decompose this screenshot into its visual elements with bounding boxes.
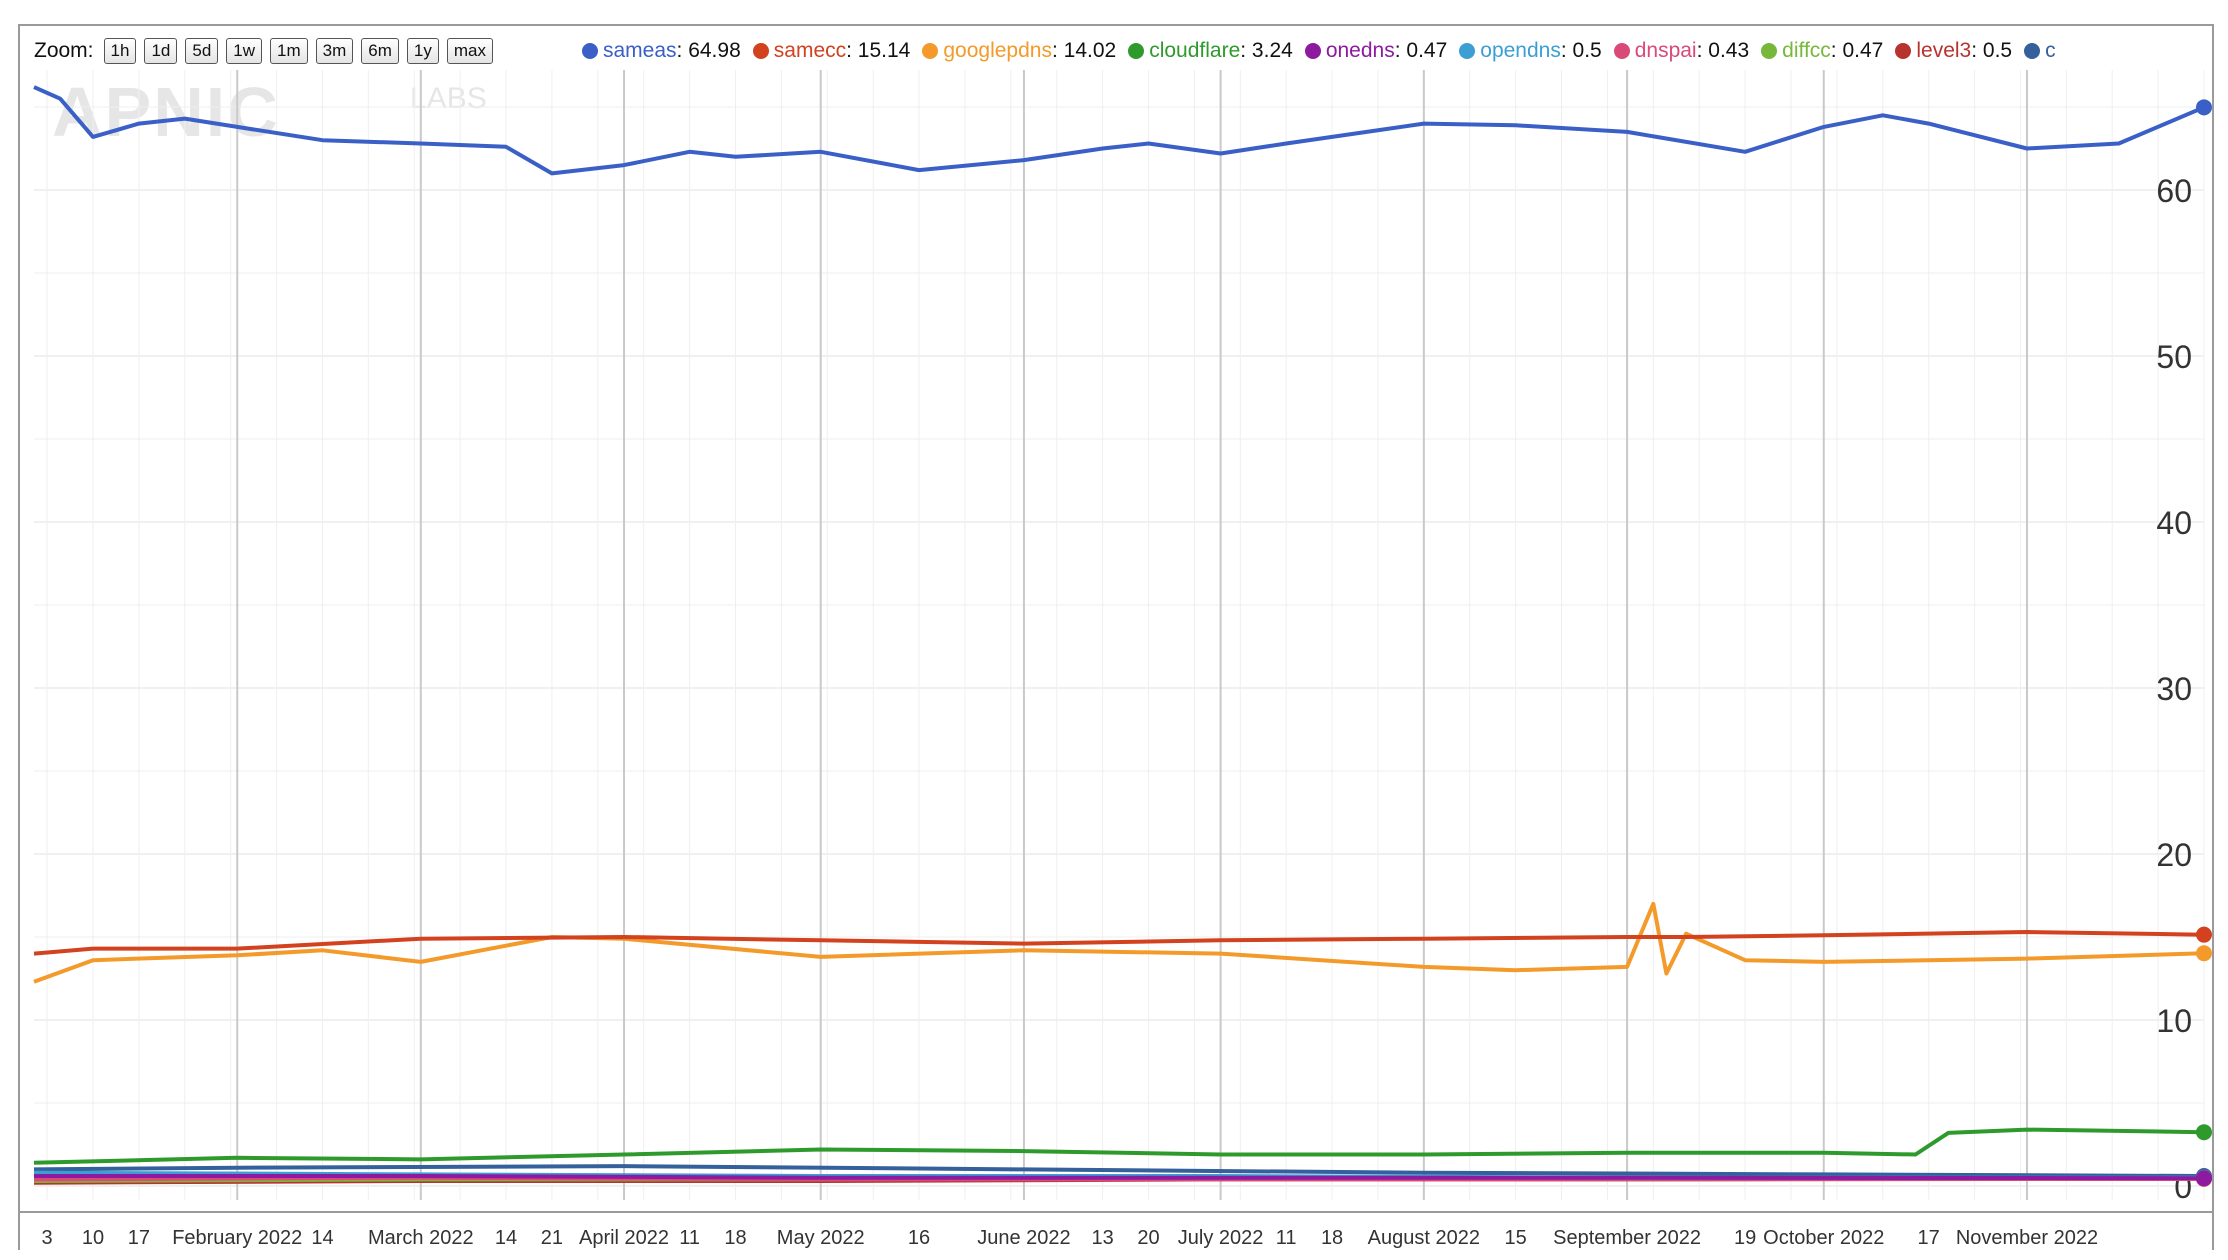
legend-series-value: : 15.14 — [846, 39, 911, 62]
x-tick-label: 17 — [128, 1227, 150, 1249]
x-tick-label: 18 — [1321, 1227, 1343, 1249]
legend-dot-icon — [922, 43, 939, 59]
x-tick-label: April 2022 — [579, 1227, 669, 1249]
legend-dot-icon — [2024, 43, 2041, 59]
legend-series-name: cloudflare — [1149, 39, 1241, 62]
legend-series-name: sameas — [603, 39, 677, 62]
y-tick-label: 40 — [2156, 505, 2192, 541]
zoom-1m-button[interactable]: 1m — [270, 38, 308, 64]
x-tick-label: September 2022 — [1553, 1227, 1701, 1249]
x-tick-label: 3 — [42, 1227, 53, 1249]
x-tick-label: 13 — [1091, 1227, 1113, 1249]
zoom-6m-button[interactable]: 6m — [361, 38, 399, 64]
x-tick-label: 21 — [541, 1227, 563, 1249]
x-tick-label: 15 — [1505, 1227, 1527, 1249]
zoom-toolbar: Zoom: 1h 1d 5d 1w 1m 3m 6m 1y max — [34, 33, 501, 69]
legend-series-name: onedns — [1325, 39, 1395, 62]
series-endpoint-googlepdns — [2196, 945, 2212, 962]
series-endpoint-cloudflare — [2196, 1124, 2212, 1141]
x-tick-label: 19 — [1734, 1227, 1756, 1249]
x-tick-label: 11 — [1276, 1227, 1297, 1249]
series-line-cloudflare — [33, 1127, 2205, 1165]
legend-item-sameas[interactable]: sameas : 64.98 — [582, 39, 741, 63]
legend-item-samecc[interactable]: samecc : 15.14 — [752, 39, 911, 63]
y-tick-label: 60 — [2156, 173, 2192, 209]
zoom-1d-button[interactable]: 1d — [144, 38, 178, 64]
zoom-max-button[interactable]: max — [446, 38, 493, 64]
legend-item-level3[interactable]: level3 : 0.5 — [1895, 39, 2012, 63]
legend-item-dnspai[interactable]: dnspai : 0.43 — [1613, 39, 1750, 63]
x-tick-label: July 2022 — [1178, 1227, 1264, 1249]
series-endpoint-sameas — [2196, 99, 2212, 116]
legend-series-value: : 14.02 — [1051, 39, 1117, 62]
legend-dot-icon — [1128, 43, 1145, 59]
legend-item-onedns[interactable]: onedns : 0.47 — [1304, 39, 1448, 63]
chart-frame — [18, 24, 2214, 1250]
legend-dot-icon — [752, 43, 769, 59]
legend-series-value: : 64.98 — [676, 39, 741, 62]
series-line-googlepdns — [33, 901, 2205, 984]
series-endpoint-onedns — [2196, 1170, 2212, 1187]
y-tick-label: 30 — [2156, 671, 2192, 707]
x-tick-label: June 2022 — [977, 1227, 1070, 1249]
legend-dot-icon — [1761, 43, 1778, 59]
series-line-c — [33, 1164, 2205, 1178]
x-tick-label: 11 — [679, 1227, 700, 1249]
legend-series-name: googlepdns — [943, 39, 1052, 62]
zoom-1h-button[interactable]: 1h — [103, 38, 137, 64]
x-tick-label: November 2022 — [1956, 1227, 2098, 1249]
legend-item-opendns[interactable]: opendns : 0.5 — [1459, 39, 1602, 63]
legend-series-name: c — [2045, 39, 2056, 62]
zoom-1w-button[interactable]: 1w — [226, 38, 263, 64]
x-tick-label: May 2022 — [777, 1227, 865, 1249]
series-line-onedns — [34, 1174, 2205, 1181]
x-tick-label: 14 — [311, 1227, 333, 1249]
zoom-3m-button[interactable]: 3m — [315, 38, 354, 64]
legend-dot-icon — [1613, 43, 1630, 59]
x-tick-label: 20 — [1137, 1227, 1159, 1249]
legend-item-diffcc[interactable]: diffcc : 0.47 — [1761, 39, 1883, 63]
x-tick-label: 18 — [724, 1227, 746, 1249]
x-tick-label: October 2022 — [1763, 1227, 1884, 1249]
legend-series-value: : 0.47 — [1394, 39, 1448, 62]
x-tick-label: 10 — [82, 1227, 104, 1249]
legend-dot-icon — [1304, 43, 1321, 59]
legend-series-name: opendns — [1480, 39, 1561, 62]
x-tick-label: 14 — [495, 1227, 517, 1249]
y-tick-label: 50 — [2156, 339, 2192, 375]
legend-series-value: : 0.47 — [1830, 39, 1884, 62]
apnic-watermark: APNIC — [52, 73, 280, 151]
legend-item-googlepdns[interactable]: googlepdns : 14.02 — [922, 39, 1116, 63]
x-tick-label: 17 — [1918, 1227, 1940, 1249]
zoom-1y-button[interactable]: 1y — [406, 38, 439, 64]
zoom-5d-button[interactable]: 5d — [185, 38, 219, 64]
x-tick-label: February 2022 — [172, 1227, 302, 1249]
legend-item-c[interactable]: c — [2024, 39, 2056, 63]
legend-series-value: : 3.24 — [1240, 39, 1293, 62]
labs-watermark: LABS — [410, 82, 487, 115]
x-tick-label: 16 — [908, 1227, 930, 1249]
legend-series-name: diffcc — [1782, 39, 1831, 62]
legend-series-value: : 0.5 — [1560, 39, 1602, 62]
series-line-samecc — [33, 930, 2205, 956]
zoom-label: Zoom: — [34, 39, 94, 62]
y-tick-label: 10 — [2156, 1003, 2192, 1039]
legend-series-name: dnspai — [1634, 39, 1697, 62]
legend-series-value: : 0.43 — [1696, 39, 1750, 62]
x-tick-label: August 2022 — [1368, 1227, 1480, 1249]
legend-item-cloudflare[interactable]: cloudflare : 3.24 — [1128, 39, 1293, 63]
y-tick-label: 20 — [2156, 837, 2192, 873]
legend-series-name: samecc — [773, 39, 847, 62]
x-tick-label: March 2022 — [368, 1227, 474, 1249]
series-line-sameas — [33, 85, 2205, 176]
legend-dot-icon — [1895, 43, 1912, 59]
legend-series-value: : 0.5 — [1971, 39, 2013, 62]
legend-dot-icon — [1459, 43, 1476, 59]
legend-dot-icon — [582, 43, 598, 59]
series-endpoint-samecc — [2196, 926, 2212, 943]
legend-series-name: level3 — [1916, 39, 1972, 62]
chart-legend: sameas : 64.98 samecc : 15.14 googlepdns :… — [582, 33, 2202, 69]
